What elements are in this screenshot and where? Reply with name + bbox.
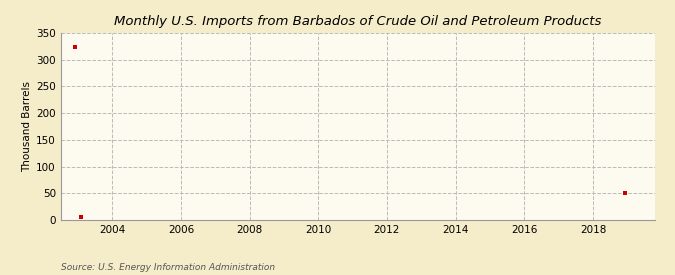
Text: Source: U.S. Energy Information Administration: Source: U.S. Energy Information Administ…: [61, 263, 275, 272]
Y-axis label: Thousand Barrels: Thousand Barrels: [22, 81, 32, 172]
Title: Monthly U.S. Imports from Barbados of Crude Oil and Petroleum Products: Monthly U.S. Imports from Barbados of Cr…: [114, 15, 601, 28]
